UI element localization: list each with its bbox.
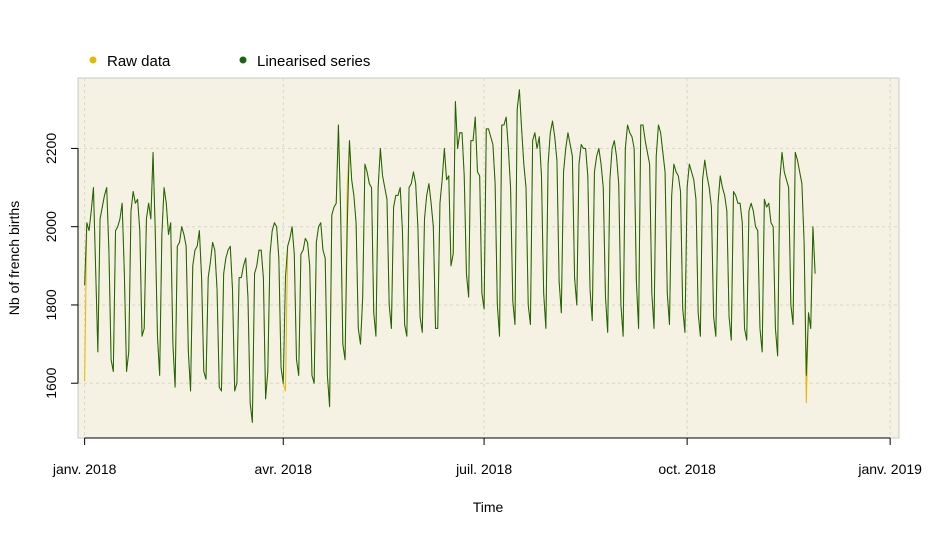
x-tick-label-1: avr. 2018 — [254, 461, 312, 477]
legend-label-linearised-series: Linearised series — [257, 53, 370, 70]
legend-swatch-linearised-series — [239, 56, 247, 64]
y-axis-title: Nb of french births — [6, 201, 22, 315]
series-line-linearised-series — [84, 89, 816, 423]
x-tick-label-2: juil. 2018 — [455, 461, 512, 477]
y-tick-label-0: 1600 — [43, 367, 59, 398]
legend-label-raw-data: Raw data — [107, 53, 171, 70]
x-axis: janv. 2018 avr. 2018 juil. 2018 oct. 2018 ja… — [52, 437, 922, 477]
legend-swatch-raw-data — [89, 56, 97, 64]
x-tick-label-4: janv. 2019 — [857, 461, 922, 477]
x-axis-title: Time — [473, 499, 504, 515]
chart-legend: Raw data Linearised series — [89, 53, 370, 70]
x-tick-label-3: oct. 2018 — [658, 461, 716, 477]
y-tick-label-1: 1800 — [43, 289, 59, 320]
y-tick-label-2: 2000 — [43, 211, 59, 242]
series-lines — [84, 89, 816, 423]
x-tick-label-0: janv. 2018 — [52, 461, 117, 477]
grid-lines — [78, 78, 899, 438]
y-tick-label-3: 2200 — [43, 133, 59, 164]
y-axis: 1600 1800 2000 2200 — [43, 133, 79, 399]
